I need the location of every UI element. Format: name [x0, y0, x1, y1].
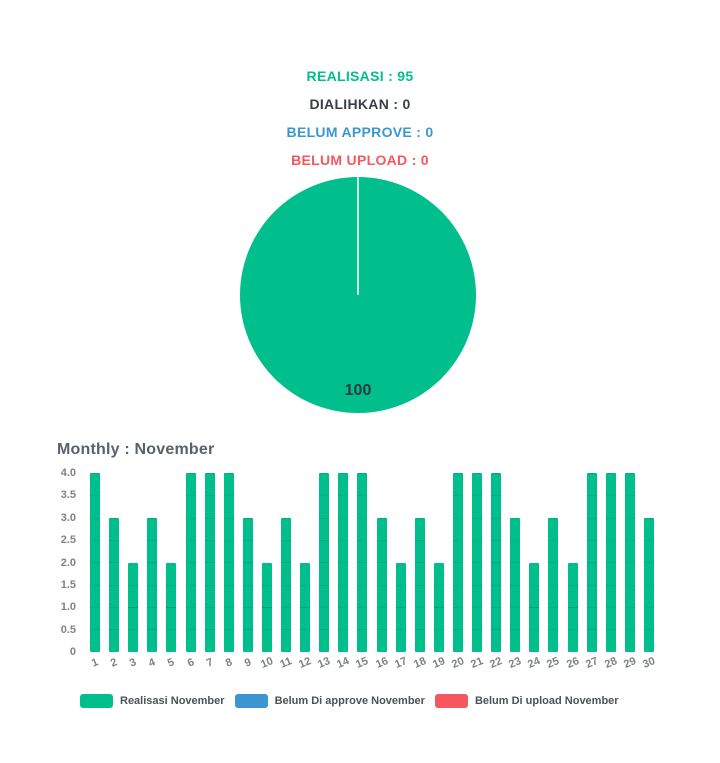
bar-day-18[interactable]: [414, 517, 425, 652]
legend-item-2[interactable]: Belum Di approve November: [234, 694, 425, 708]
bar-chart-title: Monthly : November: [57, 441, 215, 458]
legend-swatch-icon: [80, 694, 113, 708]
bar-day-19[interactable]: [433, 562, 444, 652]
bar-day-22[interactable]: [491, 473, 502, 652]
y-axis-tick-0.5: 0.5: [60, 623, 76, 636]
stat-belum-approve: BELUM APPROVE : 0: [286, 124, 434, 140]
legend-swatch-icon: [234, 694, 268, 708]
summary-stats: REALISASI : 95 DIALIHKAN : 0 BELUM APPROVE…: [0, 62, 720, 174]
pie-slice-realisasi[interactable]: 100: [240, 177, 476, 413]
pie-slice-divider: [357, 177, 359, 295]
legend-label: Belum Di upload November: [474, 695, 619, 707]
bar-day-11[interactable]: [281, 517, 291, 652]
bar-day-7[interactable]: [204, 473, 215, 652]
legend-swatch-icon: [434, 694, 468, 708]
stat-dialihkan: DIALIHKAN : 0: [309, 96, 411, 112]
bar-day-27[interactable]: [586, 473, 597, 652]
bar-day-9[interactable]: [242, 517, 253, 652]
bar-day-13[interactable]: [319, 473, 330, 652]
bar-day-6[interactable]: [185, 473, 196, 652]
bar-day-25[interactable]: [548, 517, 559, 652]
bar-day-10[interactable]: [261, 562, 272, 652]
y-axis-tick-1.0: 1.0: [60, 601, 76, 614]
bar-day-20[interactable]: [452, 473, 463, 652]
legend-item-1[interactable]: Realisasi November: [80, 694, 225, 708]
bar-day-14[interactable]: [338, 473, 349, 652]
bar-day-21[interactable]: [472, 473, 482, 652]
bar-day-8[interactable]: [223, 473, 234, 652]
legend-label: Belum Di approve November: [274, 695, 425, 707]
bar-day-4[interactable]: [147, 517, 158, 652]
bar-day-24[interactable]: [529, 562, 540, 652]
y-axis-tick-3.5: 3.5: [60, 489, 76, 502]
legend-item-3[interactable]: Belum Di upload November: [434, 694, 619, 708]
stat-belum-upload: BELUM UPLOAD : 0: [291, 152, 429, 168]
bar-day-30[interactable]: [643, 517, 654, 652]
legend-label: Realisasi November: [120, 695, 225, 707]
y-axis-tick-0: 0: [69, 646, 76, 658]
pie-value-label: 100: [344, 382, 372, 399]
bar-day-16[interactable]: [376, 517, 387, 652]
legend: Realisasi November Belum Di approve Novem…: [80, 694, 619, 708]
bar-day-17[interactable]: [395, 562, 406, 652]
bar-day-1[interactable]: [90, 473, 100, 652]
bar-day-2[interactable]: [109, 517, 120, 652]
y-axis-tick-1.5: 1.5: [60, 578, 76, 591]
bar-day-5[interactable]: [166, 562, 177, 652]
stat-realisasi: REALISASI : 95: [306, 68, 414, 84]
bar-day-12[interactable]: [300, 562, 311, 652]
y-axis-tick-3.0: 3.0: [60, 511, 76, 524]
y-axis-tick-4.0: 4.0: [60, 467, 76, 479]
bar-day-29[interactable]: [624, 473, 635, 652]
bar-day-15[interactable]: [357, 473, 368, 652]
bar-day-3[interactable]: [128, 562, 139, 652]
bar-day-23[interactable]: [510, 517, 521, 652]
y-axis-tick-2.0: 2.0: [60, 556, 76, 569]
y-axis-tick-2.5: 2.5: [60, 534, 76, 547]
bar-day-28[interactable]: [605, 473, 616, 652]
bar-day-26[interactable]: [567, 562, 578, 652]
pie-chart: 100: [240, 177, 476, 413]
